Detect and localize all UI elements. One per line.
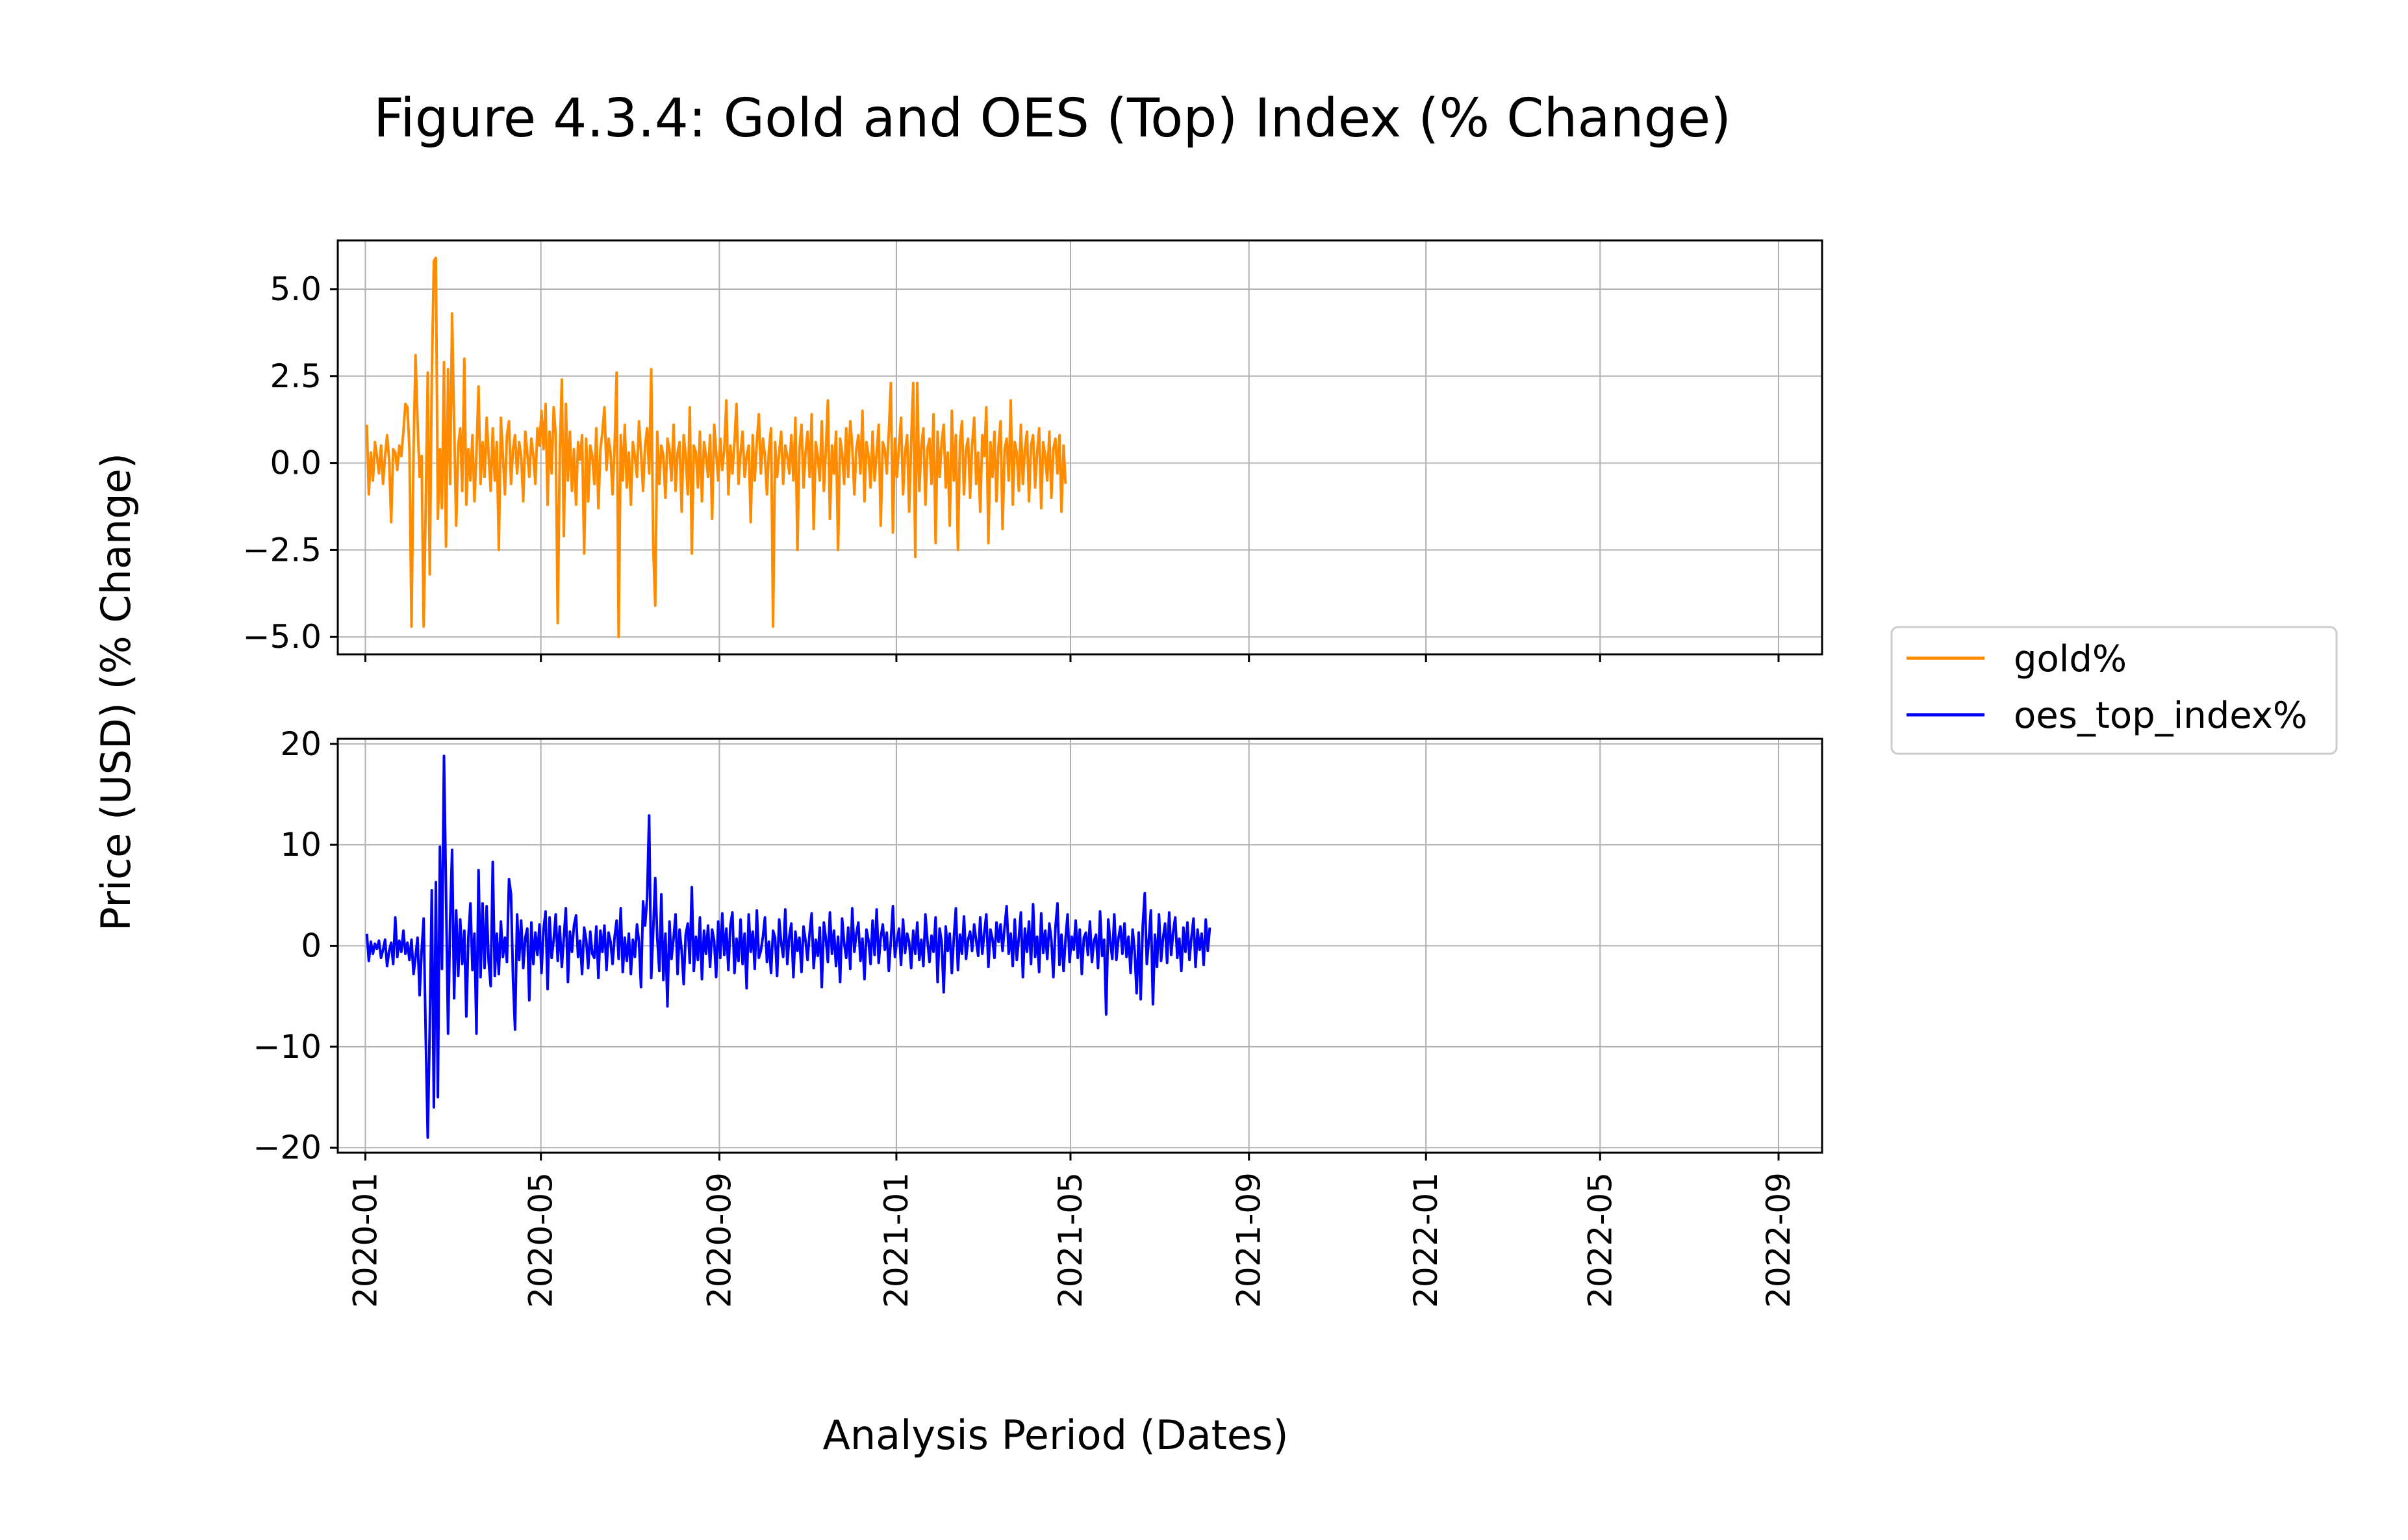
top-plot-frame [336, 239, 1823, 656]
top-line [365, 256, 1067, 639]
legend-frame [1890, 626, 2338, 755]
figure-title: Figure 4.3.4: Gold and OES (Top) Index (… [374, 88, 1731, 149]
bottom-panel: 2020-01 2020-05 2020-09 2021-01 2021-05 2021-… [253, 725, 1823, 1308]
x-tick-label: 2021-01 [878, 1172, 915, 1308]
y-tick-label: −20 [253, 1129, 322, 1166]
y-tick-label: 20 [280, 725, 322, 763]
x-axis-label: Analysis Period (Dates) [822, 1411, 1288, 1459]
y-tick-label: −10 [253, 1028, 322, 1066]
top-panel: −5.0 −2.5 0.0 2.5 5.0 [243, 239, 1823, 662]
bottom-line [365, 754, 1211, 1139]
y-tick-label: 2.5 [270, 357, 322, 395]
legend: gold% oes_top_index% [1890, 626, 2338, 755]
legend-gold-label: gold% [2014, 638, 2127, 680]
x-tick-label: 2020-09 [700, 1172, 738, 1308]
x-tick-label: 2022-09 [1760, 1172, 1797, 1308]
y-axis-label: Price (USD) (% Change) [92, 453, 140, 931]
y-tick-label: 10 [280, 826, 322, 864]
y-tick-label: −5.0 [243, 618, 322, 656]
y-tick-label: 5.0 [270, 270, 322, 308]
legend-oes-label: oes_top_index% [2014, 695, 2307, 737]
x-tick-label: 2020-01 [346, 1172, 384, 1308]
top-ticks: −5.0 −2.5 0.0 2.5 5.0 [243, 270, 1780, 662]
x-tick-label: 2020-05 [522, 1172, 560, 1308]
series-line-gold- [365, 256, 1067, 639]
x-tick-label: 2022-01 [1407, 1172, 1445, 1308]
x-tick-label: 2021-09 [1230, 1172, 1268, 1308]
y-tick-label: 0.0 [270, 444, 322, 482]
x-tick-label: 2022-05 [1581, 1172, 1619, 1308]
x-tick-label: 2021-05 [1052, 1172, 1089, 1308]
y-tick-label: 0 [301, 927, 322, 965]
series-line-oes-top-index- [365, 754, 1211, 1139]
bottom-ticks: 2020-01 2020-05 2020-09 2021-01 2021-05 2021-… [253, 725, 1797, 1308]
y-tick-label: −2.5 [243, 531, 322, 569]
